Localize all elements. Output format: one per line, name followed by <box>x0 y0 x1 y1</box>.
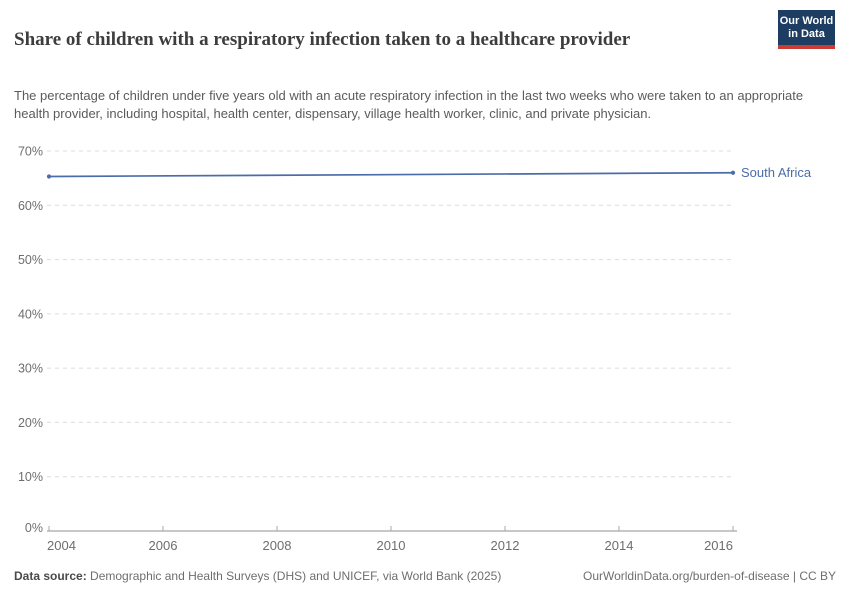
y-axis-label: 40% <box>18 307 43 321</box>
x-axis-label: 2008 <box>263 538 292 553</box>
data-line-south-africa[interactable] <box>48 171 734 178</box>
x-axis-label: 2010 <box>377 538 406 553</box>
chart-title: Share of children with a respiratory inf… <box>14 28 631 50</box>
chart-footer: Data source: Demographic and Health Surv… <box>14 569 836 583</box>
y-axis-label: 60% <box>18 199 43 213</box>
data-source-text: Demographic and Health Surveys (DHS) and… <box>86 569 502 583</box>
y-axis-label: 70% <box>18 145 43 159</box>
x-axis-label: 2016 <box>704 538 733 553</box>
owid-logo[interactable]: Our World in Data <box>778 10 835 49</box>
owid-logo-line1: Our World <box>779 14 834 27</box>
line-chart-plot: 0% 10% 20% 30% 40% 50% 60% 70% 2004 2006 2008 2010 2… <box>18 145 812 554</box>
y-axis-label: 20% <box>18 416 43 430</box>
chart-subtitle: The percentage of children under five ye… <box>14 88 804 121</box>
x-axis-label: 2006 <box>149 538 178 553</box>
data-point-south-africa[interactable] <box>730 170 736 175</box>
x-axis-label: 2014 <box>605 538 634 553</box>
y-axis-label: 10% <box>18 470 43 484</box>
owid-logo-line2: in Data <box>788 27 825 40</box>
data-source-note: Data source: Demographic and Health Surv… <box>14 569 501 583</box>
entity-label-south-africa[interactable]: South Africa <box>741 165 812 180</box>
data-source-label: Data source: <box>14 569 87 583</box>
y-axis-label: 50% <box>18 253 43 267</box>
y-axis-label: 0% <box>25 521 43 535</box>
x-axis-label: 2012 <box>491 538 520 553</box>
x-axis-label: 2004 <box>47 538 76 553</box>
owid-url-license-link[interactable]: OurWorldinData.org/burden-of-disease | C… <box>582 569 836 583</box>
data-point-south-africa[interactable] <box>46 174 52 179</box>
y-axis-label: 30% <box>18 362 43 376</box>
